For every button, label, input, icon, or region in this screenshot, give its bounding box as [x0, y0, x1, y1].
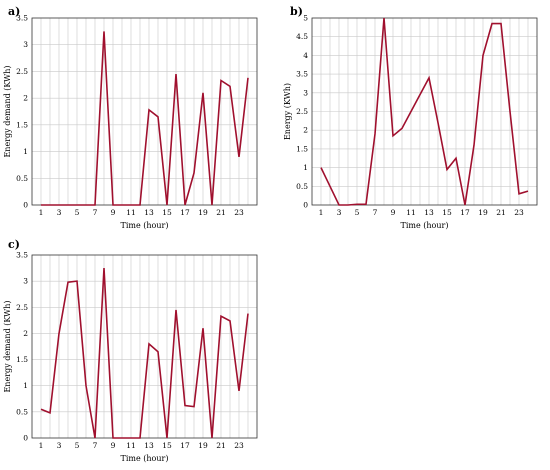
- x-tick-label-c: 13: [144, 441, 154, 450]
- x-tick-label-b: 5: [355, 208, 360, 217]
- x-tick-label-a: 13: [144, 208, 154, 217]
- x-tick-label-c: 1: [39, 441, 44, 450]
- x-tick-label-a: 1: [39, 208, 44, 217]
- y-tick-label-a: 0.5: [16, 174, 28, 183]
- y-tick-label-c: 0: [23, 434, 28, 443]
- y-tick-label-c: 1.5: [16, 355, 28, 364]
- y-tick-label-b: 4: [303, 51, 308, 60]
- y-tick-label-a: 2.5: [16, 67, 28, 76]
- y-tick-label-c: 2.5: [16, 303, 28, 312]
- x-tick-label-c: 15: [162, 441, 172, 450]
- y-tick-label-a: 0: [23, 201, 28, 210]
- y-tick-label-b: 2.5: [296, 107, 308, 116]
- x-tick-label-b: 1: [319, 208, 324, 217]
- y-tick-label-a: 3.5: [16, 14, 28, 23]
- y-tick-label-c: 1: [23, 381, 28, 390]
- x-tick-label-b: 23: [514, 208, 524, 217]
- x-tick-label-c: 3: [57, 441, 62, 450]
- x-tick-label-c: 9: [111, 441, 116, 450]
- x-tick-label-c: 17: [180, 441, 190, 450]
- x-tick-label-a: 11: [126, 208, 136, 217]
- x-tick-label-b: 15: [442, 208, 452, 217]
- x-tick-label-b: 7: [373, 208, 378, 217]
- panel-b: b)00.511.522.533.544.551 3 5 7 9 11 13 15 17 19 21…: [283, 5, 538, 230]
- plot-frame-c: [31, 254, 258, 439]
- x-tick-label-b: 17: [460, 208, 470, 217]
- series-line-c: [40, 268, 249, 439]
- x-tick-label-a: 5: [75, 208, 80, 217]
- x-axis-label-a: Time (hour): [121, 221, 169, 230]
- y-axis-label-b: Energy (KWh): [283, 83, 292, 140]
- y-tick-label-b: 1: [303, 163, 308, 172]
- y-tick-label-c: 0.5: [16, 407, 28, 416]
- panel-c: c)00.511.522.533.51 3 5 7 9 11 13 15 17 19 21 23Tim…: [3, 238, 258, 463]
- y-axis-label-c: Energy demand (KWh): [3, 300, 12, 392]
- x-tick-label-a: 21: [216, 208, 226, 217]
- y-tick-label-b: 5: [303, 14, 308, 23]
- y-tick-label-b: 1.5: [296, 144, 308, 153]
- y-tick-label-c: 3.5: [16, 251, 28, 260]
- y-tick-label-a: 1.5: [16, 120, 28, 129]
- y-tick-label-b: 3: [303, 88, 308, 97]
- x-tick-label-b: 13: [424, 208, 434, 217]
- x-tick-label-b: 3: [337, 208, 342, 217]
- x-tick-label-b: 9: [391, 208, 396, 217]
- plot-frame-b: [311, 17, 538, 206]
- y-tick-label-b: 0.5: [296, 182, 308, 191]
- x-tick-label-c: 11: [126, 441, 136, 450]
- plot-area-a: [32, 18, 257, 205]
- x-tick-label-a: 7: [93, 208, 98, 217]
- series-line-a: [41, 31, 249, 206]
- x-tick-label-c: 23: [234, 441, 244, 450]
- x-tick-label-a: 23: [234, 208, 244, 217]
- series-line-b: [320, 17, 529, 206]
- x-axis-label-c: Time (hour): [121, 454, 169, 463]
- y-tick-label-b: 3.5: [296, 70, 308, 79]
- y-tick-label-b: 2: [303, 126, 308, 135]
- x-tick-label-c: 7: [93, 441, 98, 450]
- plot-area-c: [32, 255, 257, 438]
- x-tick-label-a: 3: [57, 208, 62, 217]
- y-tick-label-b: 0: [303, 201, 308, 210]
- x-tick-label-a: 9: [111, 208, 116, 217]
- y-tick-label-a: 2: [23, 94, 28, 103]
- x-tick-label-c: 5: [75, 441, 80, 450]
- x-tick-label-b: 11: [406, 208, 416, 217]
- panel-label-c: c): [8, 238, 20, 251]
- panel-label-a: a): [8, 5, 20, 18]
- x-tick-label-a: 15: [162, 208, 172, 217]
- x-tick-label-a: 19: [198, 208, 208, 217]
- x-axis-label-b: Time (hour): [401, 221, 449, 230]
- y-tick-label-a: 1: [23, 147, 28, 156]
- panel-label-b: b): [290, 5, 303, 18]
- y-tick-label-a: 3: [23, 40, 28, 49]
- plot-frame-a: [31, 17, 258, 206]
- y-tick-label-c: 3: [23, 277, 28, 286]
- y-tick-label-b: 4.5: [296, 32, 308, 41]
- x-tick-label-b: 21: [496, 208, 506, 217]
- x-tick-label-c: 21: [216, 441, 226, 450]
- x-tick-label-a: 17: [180, 208, 190, 217]
- y-axis-label-a: Energy demand (KWh): [3, 65, 12, 157]
- y-tick-label-c: 2: [23, 329, 28, 338]
- panel-a: a)00.511.522.533.51 3 5 7 9 11 13 15 17 19 21 23Tim…: [3, 5, 258, 230]
- x-tick-label-c: 19: [198, 441, 208, 450]
- x-tick-label-b: 19: [478, 208, 488, 217]
